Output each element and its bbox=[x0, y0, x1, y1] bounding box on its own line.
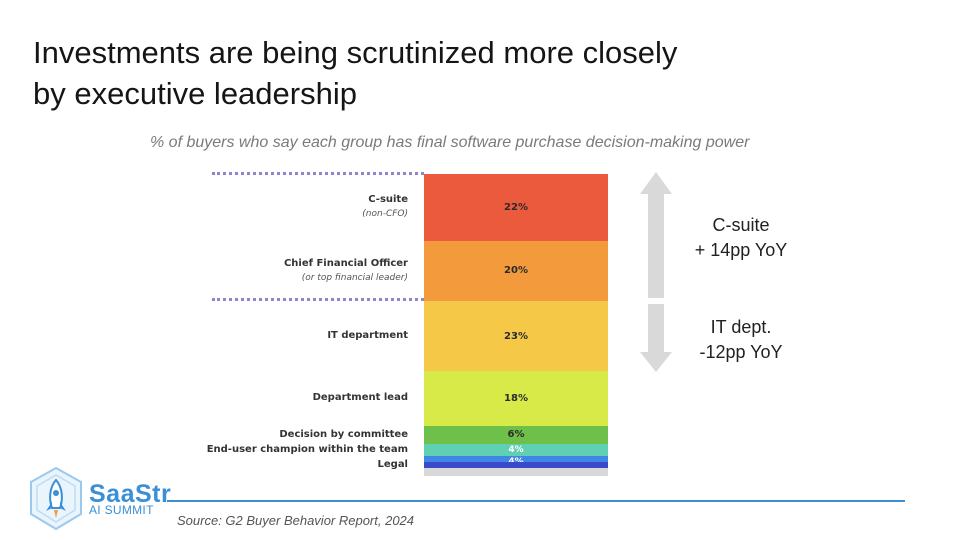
bar-segment: 6% bbox=[424, 425, 608, 444]
category-name: IT department bbox=[327, 330, 408, 342]
segment-value-label: 4% bbox=[508, 457, 523, 467]
title-line-2: by executive leadership bbox=[33, 76, 357, 111]
category-name: C-suite bbox=[368, 194, 408, 206]
category-name: Department lead bbox=[312, 392, 408, 404]
footer-rule bbox=[167, 500, 905, 502]
it-note-line2: -12pp YoY bbox=[699, 342, 783, 362]
csuite-note-line2: + 14pp YoY bbox=[694, 240, 788, 260]
it-change-note: IT dept. -12pp YoY bbox=[676, 315, 806, 365]
segment-value-label: 4% bbox=[508, 444, 524, 455]
category-note: (or top financial leader) bbox=[301, 272, 408, 283]
arrow-up-shaft bbox=[648, 194, 664, 298]
category-label: Chief Financial Officer (or top financial… bbox=[284, 257, 408, 285]
category-label: C-suite (non-CFO) bbox=[362, 193, 408, 221]
segment-value-label: 23% bbox=[504, 330, 528, 342]
category-label: Department lead bbox=[313, 391, 408, 405]
category-name: Chief Financial Officer bbox=[283, 257, 408, 269]
title-line-1: Investments are being scrutinized more c… bbox=[33, 35, 678, 70]
double-arrow-icon bbox=[640, 172, 672, 372]
segment-value-label: 6% bbox=[507, 429, 525, 441]
category-name: End-user champion within the team bbox=[206, 443, 408, 455]
stacked-bar: 22% 20% 23% 18% 6% 4% 4% bbox=[424, 174, 608, 476]
segment-value-label: 20% bbox=[504, 265, 528, 277]
chart-subtitle: % of buyers who say each group has final… bbox=[150, 134, 750, 151]
bar-baseline bbox=[424, 468, 608, 476]
arrow-up-head-icon bbox=[640, 172, 672, 194]
segment-value-label: 18% bbox=[504, 392, 528, 404]
arrow-down-head-icon bbox=[640, 352, 672, 372]
category-label: End-user champion within the team bbox=[207, 443, 408, 457]
logo-subtitle: AI SUMMIT bbox=[89, 503, 154, 517]
category-note: (non-CFO) bbox=[362, 209, 408, 220]
bar-segment: 20% bbox=[424, 240, 608, 302]
bar-segment: 23% bbox=[424, 301, 608, 371]
bar-segment: 18% bbox=[424, 371, 608, 426]
arrow-down-shaft bbox=[648, 304, 664, 352]
logo-name: SaaStr bbox=[89, 480, 172, 508]
bar-segment: 22% bbox=[424, 174, 608, 241]
bar-segment: 4% bbox=[424, 443, 608, 456]
dotted-divider-middle bbox=[212, 298, 424, 301]
source-note: Source: G2 Buyer Behavior Report, 2024 bbox=[177, 513, 415, 528]
category-label: IT department bbox=[327, 329, 408, 343]
category-name: Legal bbox=[377, 458, 409, 470]
dotted-divider-top bbox=[212, 172, 424, 175]
category-name: Decision by committee bbox=[279, 428, 408, 440]
csuite-note-line1: C-suite bbox=[712, 215, 770, 235]
slide-title: Investments are being scrutinized more c… bbox=[33, 32, 793, 114]
category-label: Decision by committee bbox=[279, 428, 408, 442]
category-label: Legal bbox=[378, 458, 409, 472]
csuite-change-note: C-suite + 14pp YoY bbox=[676, 213, 806, 263]
segment-value-label: 22% bbox=[504, 201, 528, 213]
rocket-icon bbox=[30, 466, 82, 531]
bar-bottom-strip bbox=[424, 462, 608, 468]
it-note-line1: IT dept. bbox=[710, 317, 772, 337]
